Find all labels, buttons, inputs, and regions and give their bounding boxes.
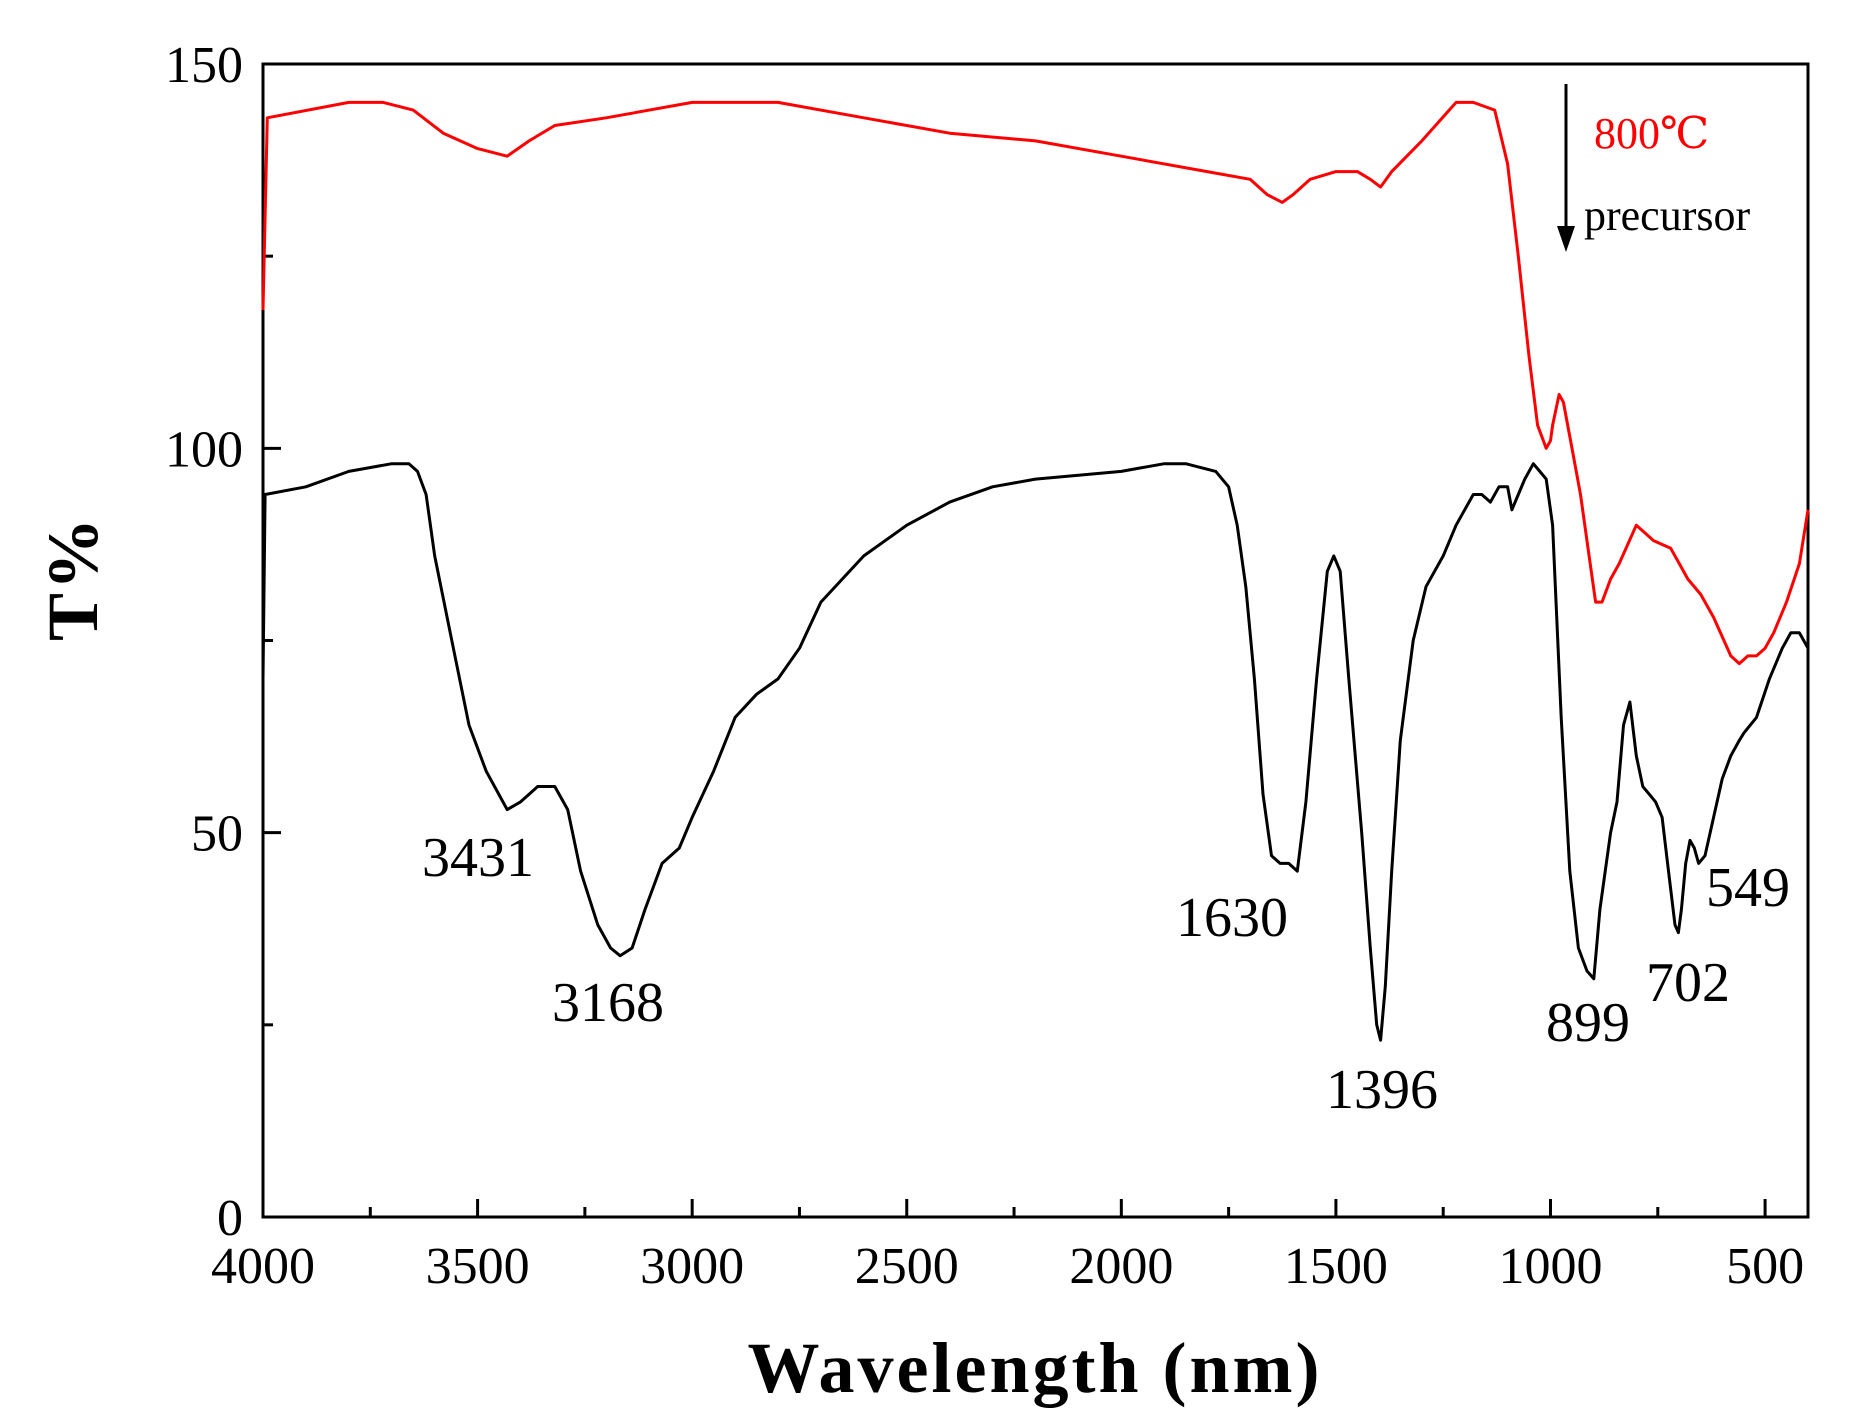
peak-label: 3431 (422, 827, 534, 889)
peak-label: 702 (1646, 952, 1730, 1014)
x-tick-label: 1000 (1499, 1238, 1603, 1295)
peak-labels: 3431 3168 1630 1396 899 702 549 (422, 827, 1790, 1121)
x-tick-label: 3000 (640, 1238, 744, 1295)
series-line-800c (261, 100, 1810, 666)
series-line-precursor (261, 462, 1810, 1042)
x-tick-label: 500 (1726, 1238, 1804, 1295)
peak-label: 1396 (1326, 1059, 1438, 1121)
y-tick-label: 100 (165, 421, 243, 478)
legend: 800℃ precursor (1557, 84, 1750, 252)
y-tick-label: 50 (191, 806, 243, 863)
y-axis-tick-labels: 0 50 100 150 (165, 37, 243, 1247)
legend-label-800c: 800℃ (1594, 109, 1709, 158)
x-tick-label: 4000 (211, 1238, 315, 1295)
y-tick-label: 0 (217, 1190, 243, 1247)
peak-label: 899 (1546, 992, 1630, 1054)
peak-label: 1630 (1176, 887, 1288, 949)
x-tick-label: 3500 (426, 1238, 530, 1295)
legend-arrow-head-icon (1557, 226, 1575, 252)
peak-label: 3168 (552, 972, 664, 1034)
x-tick-label: 2500 (855, 1238, 959, 1295)
x-axis-ticks (261, 1199, 1767, 1217)
x-axis-title: Wavelength (nm) (748, 1328, 1323, 1408)
x-tick-label: 1500 (1284, 1238, 1388, 1295)
x-tick-label: 2000 (1069, 1238, 1173, 1295)
y-axis-title: T% (33, 515, 113, 641)
peak-label: 549 (1706, 857, 1790, 919)
x-axis-tick-labels: 4000 3500 3000 2500 2000 1500 1000 500 (211, 1238, 1804, 1295)
legend-label-precursor: precursor (1584, 191, 1750, 240)
series-group (261, 100, 1810, 1042)
y-tick-label: 150 (165, 37, 243, 94)
